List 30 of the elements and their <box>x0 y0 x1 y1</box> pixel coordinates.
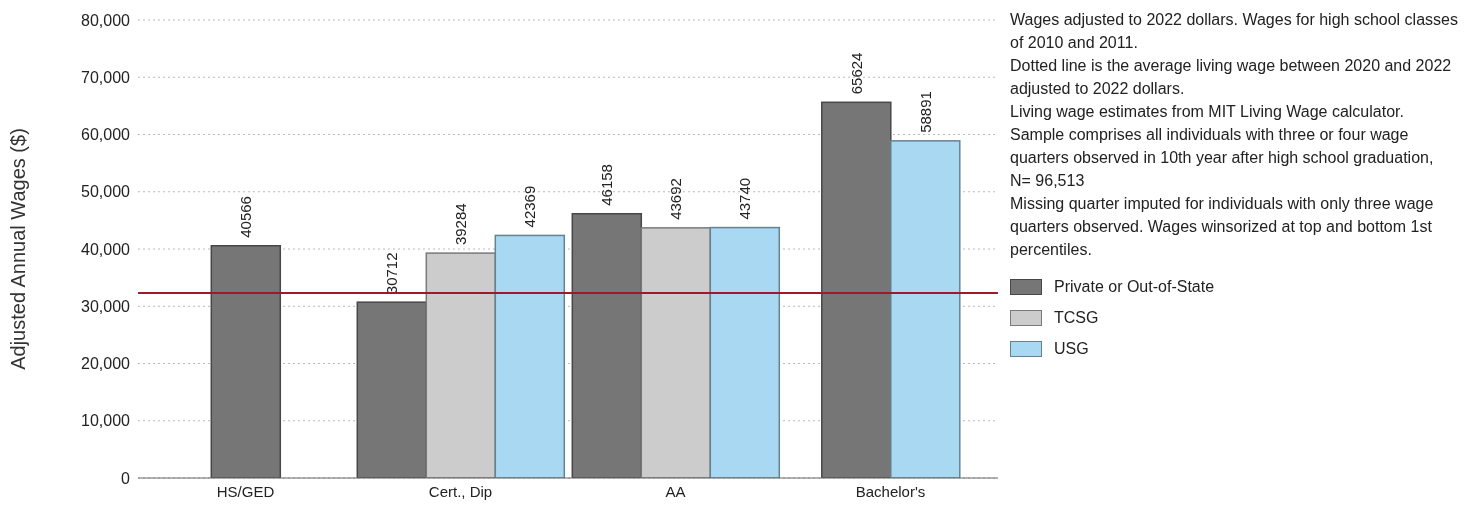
y-tick-label: 10,000 <box>81 412 131 430</box>
x-tick-label: Cert., Dip <box>428 482 493 500</box>
y-tick-label: 20,000 <box>81 355 131 373</box>
y-tick-label: 60,000 <box>81 126 131 144</box>
data-label: 40566 <box>237 196 255 238</box>
y-tick-label: 50,000 <box>81 183 131 201</box>
text: Missing quarter imputed for individuals with only three wage quarters observed. Wages winsorized at top and bottom 1st percentiles. <box>1010 194 1435 260</box>
data-label: 39284 <box>452 203 470 246</box>
data-label: 30712 <box>383 252 401 295</box>
y-axis-title: Adjusted Annual Wages ($) <box>7 128 30 370</box>
text: Living wage estimates from MIT Living Wage calculator. Sample comprises all individuals with three or four wage quarters observed in 10th year after high school graduation, N= 96,513 <box>1010 102 1435 191</box>
data-label: 58891 <box>916 91 934 133</box>
x-tick-label: HS/GED <box>216 482 275 500</box>
text: Wages adjusted to 2022 dollars. Wages for high school classes of 2010 and 2011. <box>1010 10 1458 53</box>
y-tick-label: 0 <box>121 469 131 487</box>
y-tick-label: 30,000 <box>81 297 131 315</box>
data-label: 43692 <box>667 178 685 220</box>
y-tick-label: 80,000 <box>81 11 131 29</box>
legend-label: USG <box>1054 339 1089 359</box>
data-label: 65624 <box>847 52 865 95</box>
legend-label: TCSG <box>1054 308 1099 328</box>
x-tick-label: AA <box>665 482 686 500</box>
text: Dotted line is the average living wage between 2020 and 2022 adjusted to 2022 dollars. <box>1010 56 1453 99</box>
y-tick-label: 40,000 <box>81 240 131 258</box>
legend-label: Private or Out-of-State <box>1054 277 1215 297</box>
y-tick-label: 70,000 <box>81 68 131 86</box>
data-label: 42369 <box>521 185 539 228</box>
x-tick-label: Bachelor's <box>855 482 926 500</box>
data-label: 46158 <box>598 164 616 206</box>
data-label: 43740 <box>736 177 754 220</box>
